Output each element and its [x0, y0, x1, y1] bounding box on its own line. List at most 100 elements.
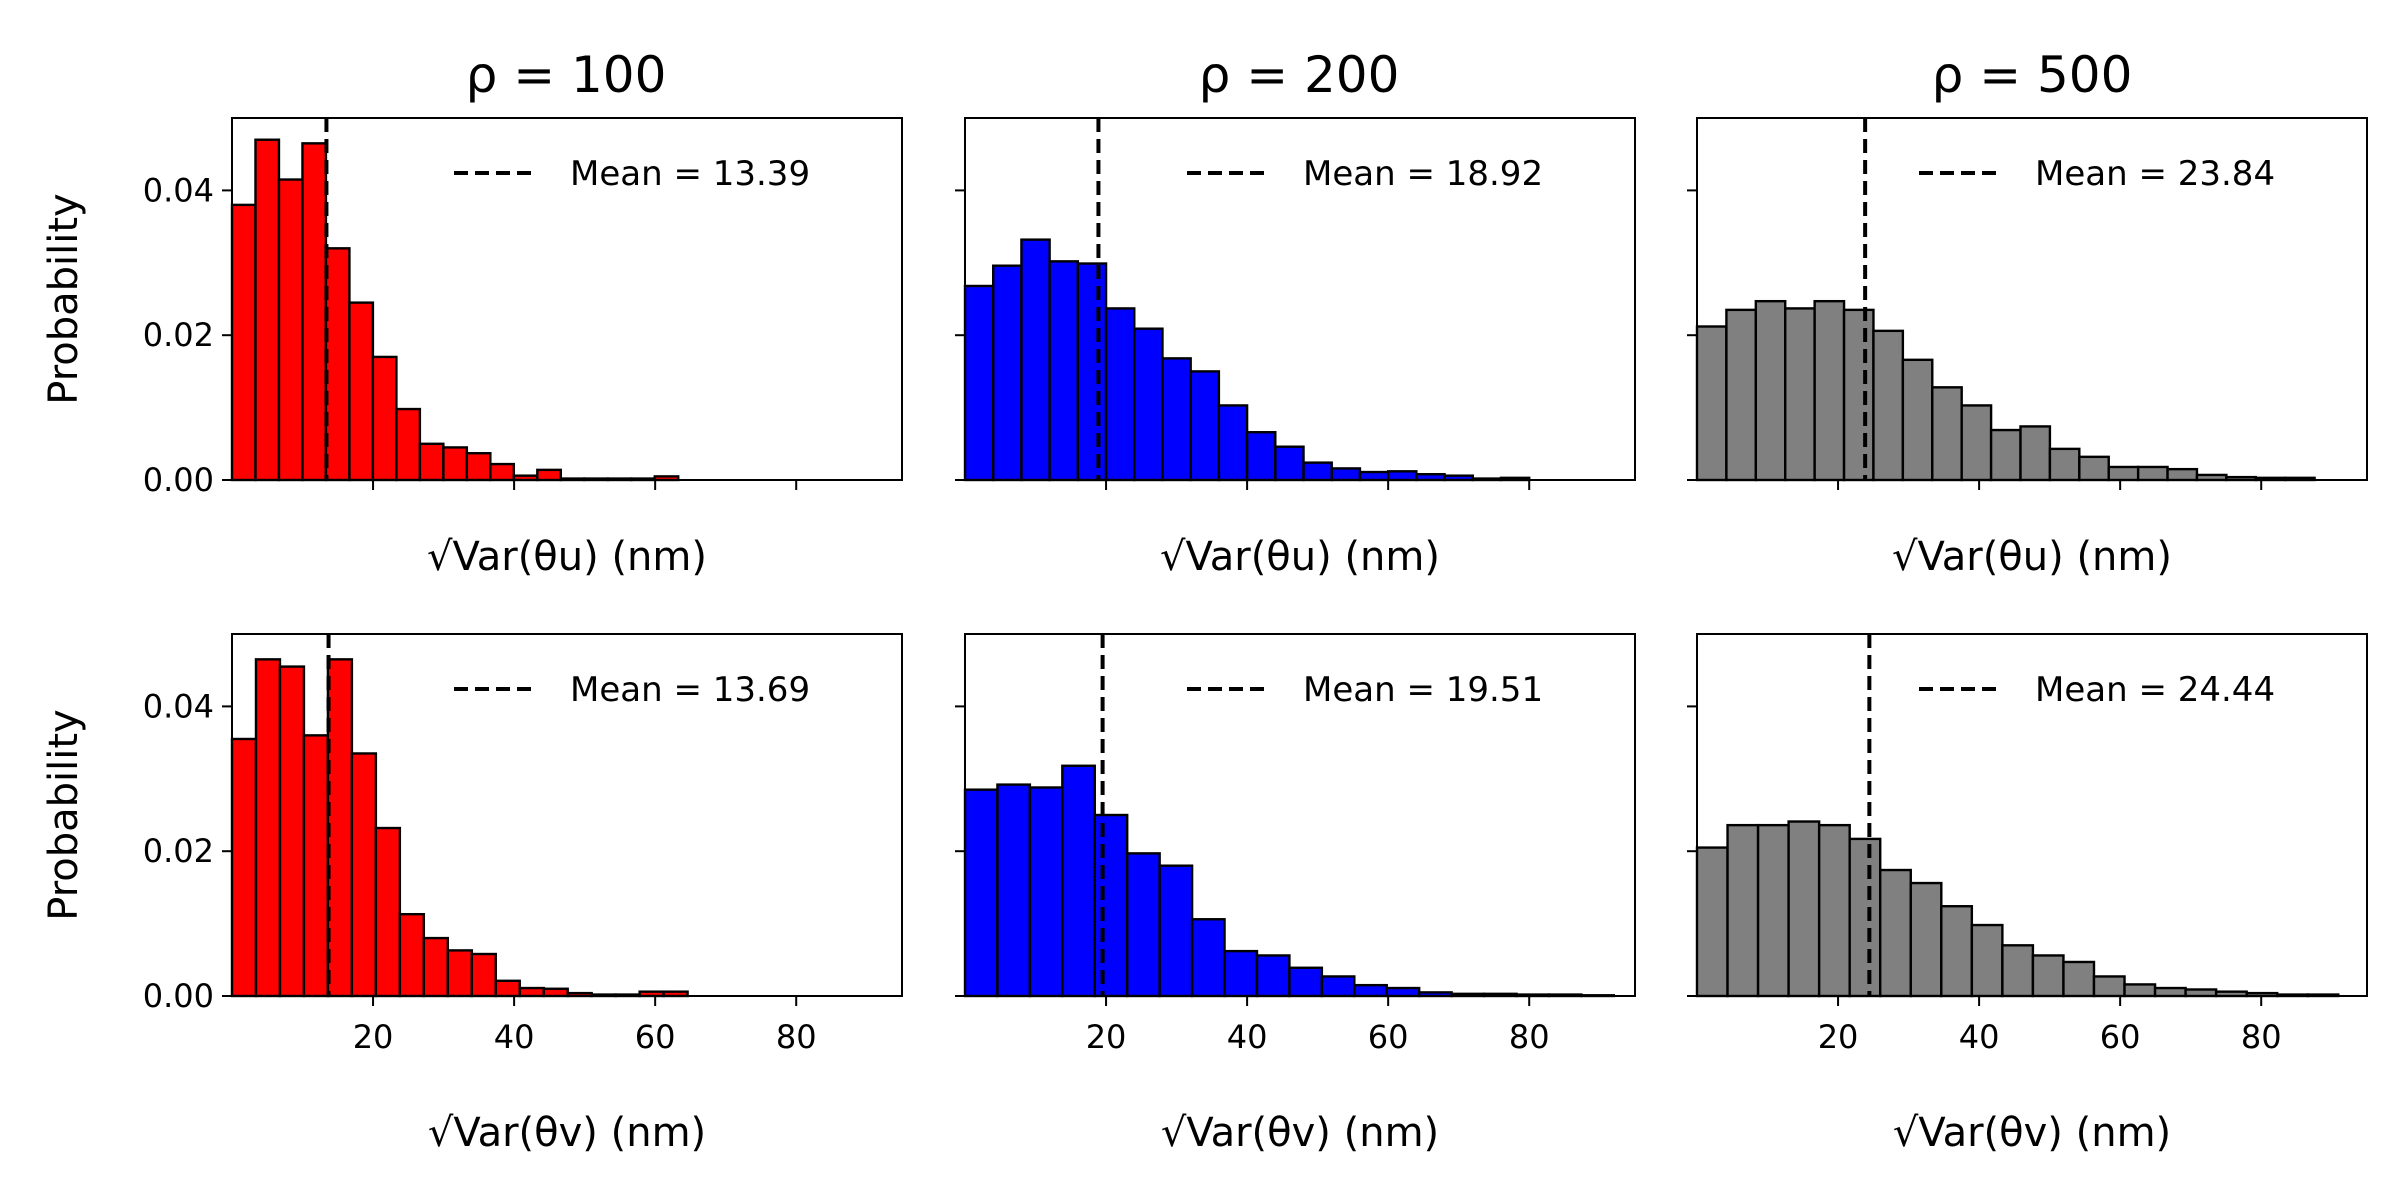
histogram-bar — [1726, 823, 1760, 998]
histogram-bar — [326, 658, 354, 998]
histogram-bar — [1255, 954, 1291, 998]
histogram-bar — [350, 752, 378, 998]
x-tick-label: 20 — [353, 1018, 394, 1056]
histogram-panel-3: √Var(θu) (nm) Mean = 23.84 — [1687, 117, 2368, 580]
x-tick-label: 60 — [1368, 1018, 1409, 1056]
histogram-bar — [2136, 465, 2169, 482]
histogram-bar — [1126, 852, 1161, 998]
histogram-bar — [1931, 386, 1963, 482]
y-axis-label: Probability — [41, 193, 87, 404]
plot-frame — [1696, 117, 2368, 481]
histogram-bar — [1302, 461, 1333, 482]
histogram-bar — [1048, 260, 1080, 482]
histogram-bar — [1245, 431, 1277, 482]
panels-layer: 0.00 0.02 0.04 Probability √Var(θu) (nm) Mean… — [41, 117, 2368, 1156]
histogram-bar — [230, 737, 258, 998]
x-axis-label: √Var(θv) (nm) — [1161, 1110, 1439, 1156]
histogram-bar — [2019, 425, 2052, 482]
histogram-bar — [277, 178, 304, 482]
y-tick-label: 0.04 — [143, 687, 214, 725]
histogram-bar — [1320, 975, 1356, 998]
legend-label: Mean = 18.92 — [1303, 154, 1543, 194]
histogram-bar — [1028, 786, 1064, 998]
histogram-bar — [1061, 764, 1096, 998]
histogram-bar — [1217, 404, 1249, 482]
histogram-bar — [1940, 905, 1974, 998]
y-tick-label: 0.00 — [143, 461, 214, 499]
histogram-bar — [374, 826, 402, 998]
legend-label: Mean = 13.69 — [570, 670, 810, 710]
histogram-bar — [1385, 986, 1421, 998]
histogram-bar — [278, 665, 306, 998]
x-axis-label: √Var(θv) (nm) — [1893, 1110, 2171, 1156]
histogram-panel-4: 0.00 0.02 0.04 20 40 60 80 Probability √Var(θv) … — [41, 633, 903, 1156]
histogram-bar — [1358, 470, 1390, 482]
x-axis-label: √Var(θu) (nm) — [1160, 534, 1440, 580]
y-tick-label: 0.02 — [143, 316, 214, 354]
histogram-bar — [996, 783, 1032, 998]
histogram-bar — [1909, 881, 1943, 998]
x-tick-label: 40 — [1959, 1018, 2000, 1056]
histogram-panel-6: 20 40 60 80 √Var(θv) (nm) Mean = 24.44 — [1687, 633, 2368, 1156]
column-title-rho-200: ρ = 200 — [1199, 46, 1400, 104]
y-axis-label: Probability — [41, 709, 87, 920]
histogram-bar — [1386, 470, 1418, 482]
histogram-bar — [542, 987, 569, 998]
histogram-bar — [395, 407, 422, 482]
histogram-bar — [1076, 262, 1108, 482]
histogram-bar — [2078, 455, 2110, 482]
histogram-bar — [348, 301, 375, 482]
histogram-bar — [1223, 949, 1259, 998]
x-tick-label: 20 — [1086, 1018, 1127, 1056]
histogram-bar — [1274, 445, 1305, 482]
histogram-bar — [1020, 238, 1051, 482]
histogram-bar — [1330, 467, 1362, 482]
histogram-bar — [254, 138, 281, 482]
histogram-bar — [1133, 327, 1164, 482]
histogram-bar — [1695, 325, 1728, 482]
histogram-bar — [2048, 447, 2081, 482]
histogram-bar — [465, 452, 492, 482]
histogram-bar — [1161, 357, 1192, 482]
histogram-bar — [1817, 823, 1851, 998]
plot-frame — [1696, 633, 2368, 997]
histogram-bar — [418, 442, 445, 482]
column-title-rho-500: ρ = 500 — [1932, 46, 2133, 104]
histogram-panel-1: 0.00 0.02 0.04 Probability √Var(θu) (nm) Mean… — [41, 117, 903, 580]
histogram-bar — [963, 788, 999, 998]
histogram-bar — [1960, 404, 1993, 482]
plot-frame — [964, 633, 1636, 997]
histogram-bar — [1842, 308, 1875, 482]
plot-frame — [964, 117, 1636, 481]
legend-label: Mean = 13.39 — [570, 154, 810, 194]
histogram-bar — [1189, 370, 1221, 482]
x-tick-label: 80 — [1509, 1018, 1550, 1056]
histogram-bar — [2062, 960, 2096, 998]
histogram-bar — [1756, 823, 1790, 998]
x-tick-label: 40 — [494, 1018, 535, 1056]
histogram-bar — [1901, 358, 1934, 482]
x-tick-label: 60 — [635, 1018, 676, 1056]
histogram-bar — [422, 936, 450, 998]
histogram-bar — [1787, 820, 1821, 998]
histogram-bar — [1813, 299, 1846, 482]
histogram-bar — [2001, 944, 2035, 998]
histogram-bar — [536, 468, 562, 482]
histogram-bar — [2092, 975, 2126, 998]
histogram-bar — [2123, 983, 2157, 998]
x-tick-label: 60 — [2100, 1018, 2141, 1056]
x-tick-label: 80 — [2241, 1018, 2282, 1056]
histogram-bar — [398, 912, 426, 998]
y-tick-label: 0.00 — [143, 977, 214, 1015]
histogram-bar — [302, 734, 330, 998]
histogram-bar — [1879, 868, 1912, 998]
x-axis-label: √Var(θu) (nm) — [427, 534, 707, 580]
x-axis-label: √Var(θv) (nm) — [428, 1110, 706, 1156]
histogram-bar — [2166, 467, 2199, 482]
column-title-rho-100: ρ = 100 — [466, 46, 667, 104]
x-tick-label: 20 — [1818, 1018, 1859, 1056]
legend-label: Mean = 23.84 — [2035, 154, 2275, 194]
y-tick-label: 0.04 — [143, 171, 214, 209]
plot-frame — [231, 633, 903, 997]
